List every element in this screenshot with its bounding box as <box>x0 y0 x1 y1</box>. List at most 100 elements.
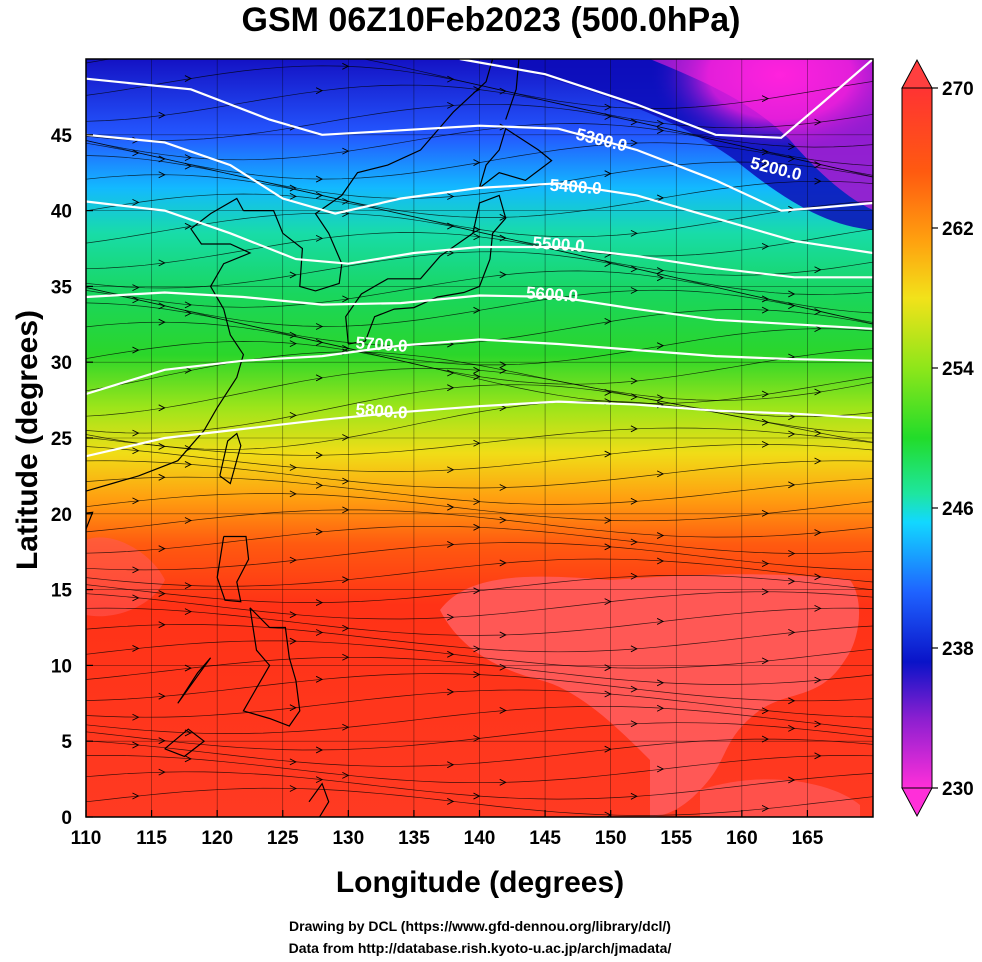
streamline-arrow <box>184 608 192 616</box>
x-tick-label: 155 <box>660 828 692 849</box>
streamline-arrow <box>473 792 481 800</box>
warm-pool <box>440 574 860 817</box>
streamline-arrow <box>814 266 822 274</box>
streamline-arrow <box>158 590 166 597</box>
streamline-arrow <box>289 556 297 564</box>
streamline-arrow <box>761 390 770 398</box>
contour-label: 5800.0 <box>355 400 408 423</box>
coastline <box>177 657 212 704</box>
streamline-arrow <box>289 192 297 200</box>
streamline-arrow <box>499 367 507 374</box>
streamline <box>86 460 873 489</box>
streamline-arrow <box>788 413 796 421</box>
streamline-arrow <box>342 62 350 70</box>
streamline-arrow <box>656 274 665 282</box>
streamline-arrow <box>814 388 822 396</box>
streamline-arrow <box>761 588 770 596</box>
streamline-arrow <box>761 440 770 448</box>
streamline-arrow <box>447 798 455 805</box>
streamline-arrow <box>158 404 166 412</box>
contour-5200 <box>459 59 873 139</box>
streamline <box>86 755 873 784</box>
streamline <box>86 444 873 472</box>
streamline-arrow <box>447 249 455 257</box>
streamline-arrow <box>473 671 481 678</box>
streamline-arrow <box>184 301 192 309</box>
streamline-arrow <box>814 308 822 316</box>
streamline-arrow <box>499 778 507 786</box>
streamline-arrow <box>814 161 822 169</box>
streamline-arrow <box>761 707 770 715</box>
map-title: GSM 06Z10Feb2023 (500.0hPa) <box>241 1 741 39</box>
streamline <box>86 59 873 109</box>
colorbar-ramp <box>901 87 933 789</box>
streamline-arrow <box>630 645 638 653</box>
streamline-arrow <box>814 529 822 536</box>
streamline-arrow <box>604 543 612 551</box>
streamline <box>86 640 873 669</box>
streamline-arrow <box>447 384 455 392</box>
streamline-arrow <box>656 765 665 773</box>
streamline-arrow <box>604 664 612 672</box>
streamline-arrow <box>315 675 324 683</box>
streamline-arrow <box>630 229 638 237</box>
colorbar-tick-label: 238 <box>942 639 974 660</box>
streamline-arrow <box>342 772 350 779</box>
streamline-arrow <box>656 679 665 687</box>
streamline-arrow <box>132 713 140 721</box>
streamline-arrow <box>473 523 481 531</box>
streamline <box>86 656 873 685</box>
streamline-arrow <box>656 394 665 402</box>
y-tick-label: 20 <box>51 505 72 526</box>
streamline-arrow <box>788 697 796 705</box>
streamline-arrow <box>473 233 481 241</box>
streamline-arrow <box>342 723 350 731</box>
streamline-arrow <box>447 761 455 769</box>
x-tick-label: 130 <box>332 828 364 849</box>
streamline-arrow <box>630 792 638 800</box>
streamline-arrow <box>289 704 297 712</box>
streamline-arrow <box>656 532 665 539</box>
streamline-arrow <box>132 741 140 749</box>
y-tick-label: 35 <box>51 277 73 298</box>
streamline-arrow <box>656 119 665 127</box>
colorbar-tick-label: 270 <box>942 79 974 100</box>
y-tick-label: 45 <box>51 126 73 147</box>
streamline-arrow <box>630 118 638 126</box>
streamline <box>86 193 873 257</box>
streamline-arrow <box>473 159 481 166</box>
streamline-arrow <box>315 451 324 459</box>
streamline-arrow <box>315 87 324 95</box>
streamline-arrow <box>289 637 297 645</box>
streamline-arrow <box>158 473 166 481</box>
streamline-arrow <box>315 629 324 636</box>
streamline-arrow <box>604 598 612 606</box>
streamline-arrow <box>158 171 166 179</box>
contour-5400 <box>86 133 873 255</box>
streamline-arrow <box>656 618 665 625</box>
streamline-arrow <box>761 509 770 517</box>
streamline-arrow <box>788 577 796 585</box>
coastline <box>345 194 507 345</box>
streamline-arrow <box>132 52 138 58</box>
streamline-arrow <box>761 295 770 303</box>
streamline-arrow <box>761 306 770 314</box>
contour-5300 <box>86 77 873 212</box>
x-tick-label: 135 <box>398 828 430 849</box>
streamline-arrow <box>447 650 455 658</box>
streamline-arrow <box>184 755 192 763</box>
coastline <box>243 59 494 292</box>
streamline-arrow <box>630 538 638 546</box>
streamline-arrow <box>814 676 822 684</box>
streamline-arrow <box>315 481 324 489</box>
streamline-arrow <box>132 645 140 652</box>
streamline-arrow <box>158 155 166 163</box>
streamline-arrow <box>656 557 665 565</box>
y-tick-label: 25 <box>51 429 73 450</box>
contour-label: 5500.0 <box>532 233 585 256</box>
streamline-arrow <box>184 222 192 230</box>
streamline <box>86 509 873 538</box>
streamline-arrow <box>604 745 612 753</box>
streamline-arrow <box>473 645 481 653</box>
streamline-arrow <box>289 184 297 192</box>
